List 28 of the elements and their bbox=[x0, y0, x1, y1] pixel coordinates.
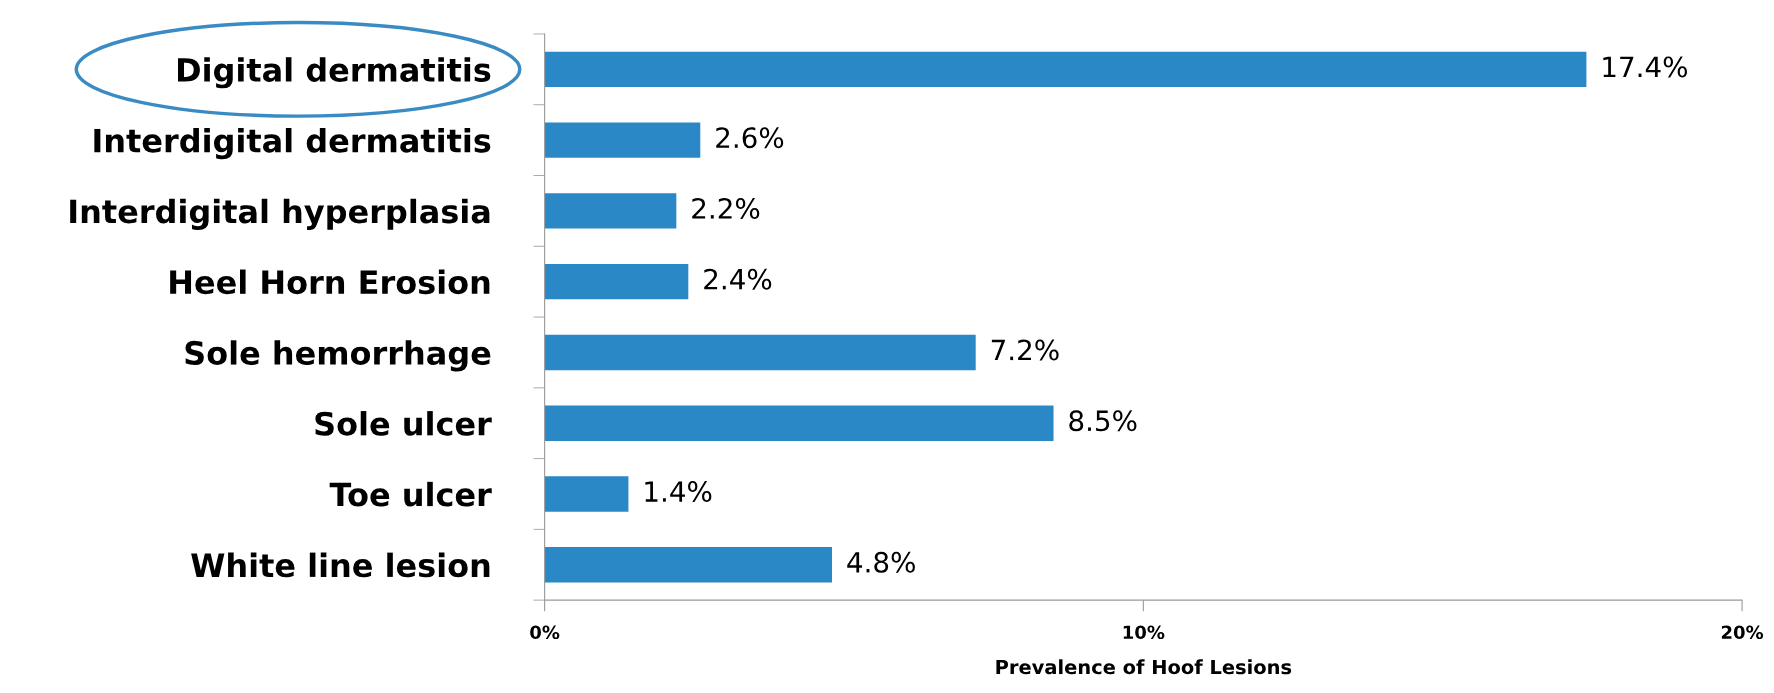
y-tick-label: Interdigital dermatitis bbox=[94, 127, 491, 160]
data-label: 8.5% bbox=[1069, 410, 1137, 432]
y-tick-label: Interdigital hyperplasia bbox=[70, 198, 490, 230]
bar bbox=[544, 334, 976, 371]
bar bbox=[544, 476, 629, 512]
bar bbox=[544, 547, 833, 583]
y-tick-label: Digital dermatitis bbox=[178, 57, 491, 89]
data-label: 2.2% bbox=[692, 197, 760, 219]
x-axis-title: Prevalence of Hoof Lesions bbox=[996, 659, 1292, 675]
x-tick-label: 20% bbox=[1721, 625, 1764, 640]
data-label: 2.4% bbox=[704, 268, 772, 290]
data-label: 7.2% bbox=[991, 339, 1059, 361]
bar bbox=[544, 405, 1054, 441]
y-tick-label: Sole ulcer bbox=[315, 411, 492, 436]
x-tick-label: 10% bbox=[1123, 625, 1165, 640]
bar bbox=[544, 51, 1587, 88]
bar bbox=[544, 122, 701, 158]
y-tick-label: White line lesion bbox=[191, 552, 490, 578]
y-tick-label: Toe ulcer bbox=[329, 481, 492, 507]
bar bbox=[544, 193, 677, 229]
y-tick-label: Sole hemorrhage bbox=[185, 340, 491, 372]
data-label: 4.8% bbox=[847, 551, 915, 573]
bar bbox=[544, 263, 689, 300]
data-label: 17.4% bbox=[1603, 56, 1687, 78]
data-label: 2.6% bbox=[716, 127, 784, 149]
data-label: 1.4% bbox=[645, 481, 712, 503]
x-tick-label: 0% bbox=[530, 625, 560, 640]
y-tick-label: Heel Horn Erosion bbox=[170, 269, 490, 295]
